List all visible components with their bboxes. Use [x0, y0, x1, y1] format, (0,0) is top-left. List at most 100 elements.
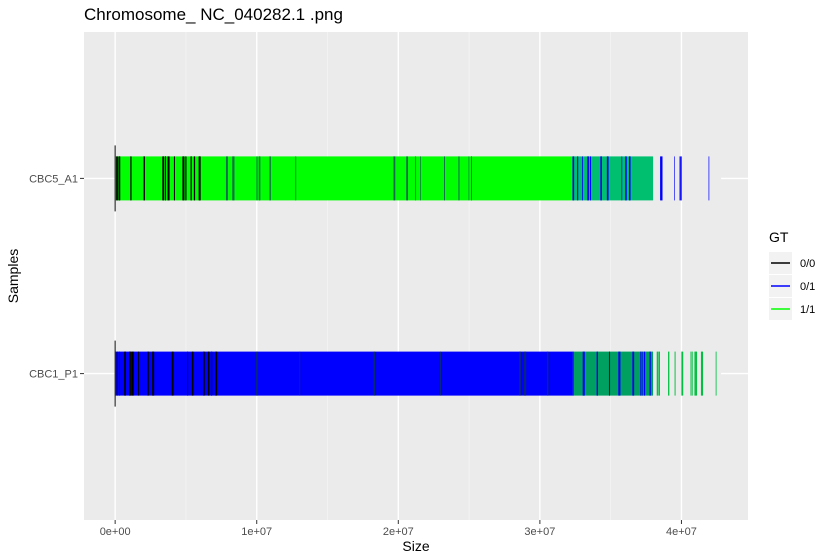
genotype-stripe — [187, 351, 189, 396]
track-segment — [115, 156, 219, 201]
genotype-stripe — [173, 156, 175, 201]
genotype-stripe — [681, 351, 684, 396]
genotype-stripe — [116, 351, 118, 396]
genotype-stripe — [691, 351, 693, 396]
genotype-stripe — [119, 351, 120, 396]
genotype-stripe — [256, 351, 258, 396]
legend-title: GT — [769, 229, 789, 245]
genotype-stripe — [440, 351, 441, 396]
genotype-stripe — [674, 351, 676, 396]
genotype-stripe — [658, 351, 660, 396]
legend-label: 1/1 — [800, 304, 815, 316]
track-segment — [218, 351, 573, 396]
genotype-stripe — [632, 351, 635, 396]
track-segment — [572, 351, 654, 396]
genotype-stripe — [129, 351, 132, 396]
genotype-stripe — [269, 156, 271, 201]
legend: GT 0/0 0/1 1/1 — [769, 229, 815, 320]
x-axis: 0e+00 1e+07 2e+07 3e+07 4e+07 — [100, 520, 697, 538]
genotype-stripe — [596, 351, 598, 396]
y-axis-title: Samples — [5, 249, 21, 303]
genotype-stripe — [190, 156, 192, 201]
genotype-stripe — [130, 156, 132, 201]
x-tick-label: 2e+07 — [383, 526, 414, 538]
genotype-stripe — [147, 351, 149, 396]
genotype-stripe — [299, 351, 301, 396]
genotype-stripe — [215, 351, 218, 396]
y-tick-label: CBC1_P1 — [29, 369, 78, 381]
genotype-stripe — [582, 156, 583, 201]
genotype-stripe — [116, 156, 118, 201]
genotype-stripe — [708, 156, 710, 201]
genotype-stripe — [143, 156, 145, 201]
genotype-stripe — [468, 156, 470, 201]
x-tick-label: 3e+07 — [524, 526, 555, 538]
genotype-stripe — [690, 351, 692, 396]
genotype-stripe — [415, 156, 417, 201]
genotype-stripe — [606, 156, 609, 201]
genotype-stripe — [406, 156, 409, 201]
y-tick-label: CBC5_A1 — [29, 173, 78, 185]
genotype-stripe — [600, 156, 602, 201]
genotype-stripe — [694, 351, 696, 396]
plot-panel — [84, 32, 748, 520]
genotype-stripe — [210, 351, 213, 396]
x-tick-label: 0e+00 — [100, 526, 131, 538]
genotype-stripe — [444, 156, 445, 201]
x-axis-title: Size — [402, 538, 429, 554]
genotype-stripe — [681, 156, 682, 201]
legend-label: 0/1 — [800, 281, 815, 293]
y-axis: CBC5_A1 CBC1_P1 — [29, 173, 84, 381]
genotype-stripe — [171, 351, 174, 396]
track-CBC5_A1 — [114, 145, 722, 212]
genotype-stripe — [587, 156, 589, 201]
genotype-stripe — [621, 156, 623, 201]
genotype-stripe — [590, 156, 591, 201]
genotype-stripe — [191, 351, 194, 396]
genotype-stripe — [393, 156, 396, 201]
genotype-stripe — [625, 156, 627, 201]
track-segment — [653, 351, 722, 396]
genotype-stripe — [695, 351, 697, 396]
genotype-stripe — [225, 156, 228, 201]
genotype-stripe — [193, 156, 196, 201]
genotype-stripe — [679, 156, 681, 201]
genotype-stripe — [458, 156, 460, 201]
track-segment — [572, 156, 654, 201]
genotype-stripe — [608, 351, 611, 396]
genotype-stripe — [649, 351, 651, 396]
genotype-stripe — [152, 351, 155, 396]
genotype-stripe — [373, 351, 376, 396]
genotype-stripe — [167, 156, 170, 201]
genotype-stripe — [577, 156, 579, 201]
genotype-stripe — [524, 351, 527, 396]
genotype-stripe — [118, 156, 121, 201]
genotype-stripe — [203, 351, 205, 396]
genotype-stripe — [715, 351, 717, 396]
legend-label: 0/0 — [800, 258, 815, 270]
genotype-stripe — [700, 351, 703, 396]
genotype-stripe — [661, 156, 663, 201]
genotype-stripe — [420, 156, 422, 201]
genotype-stripe — [640, 351, 641, 396]
genotype-stripe — [572, 156, 575, 201]
genotype-stripe — [582, 351, 585, 396]
genotype-stripe — [258, 156, 261, 201]
sample-tracks — [114, 145, 722, 407]
genotype-stripe — [164, 156, 167, 201]
genotype-stripe — [643, 351, 646, 396]
genotype-stripe — [124, 351, 127, 396]
genotype-stripe — [131, 351, 134, 396]
genotype-stripe — [572, 351, 574, 396]
genotype-stripe — [198, 156, 201, 201]
genotype-stripe — [471, 156, 473, 201]
track-CBC1_P1 — [114, 340, 722, 407]
genotype-stripe — [295, 156, 297, 201]
genotype-stripe — [138, 351, 139, 396]
genotype-stripe — [185, 156, 187, 201]
chart-title: Chromosome_ NC_040282.1 .png — [84, 5, 343, 24]
genotype-stripe — [660, 156, 663, 201]
genotype-stripe — [256, 156, 258, 201]
genotype-stripe — [519, 351, 521, 396]
